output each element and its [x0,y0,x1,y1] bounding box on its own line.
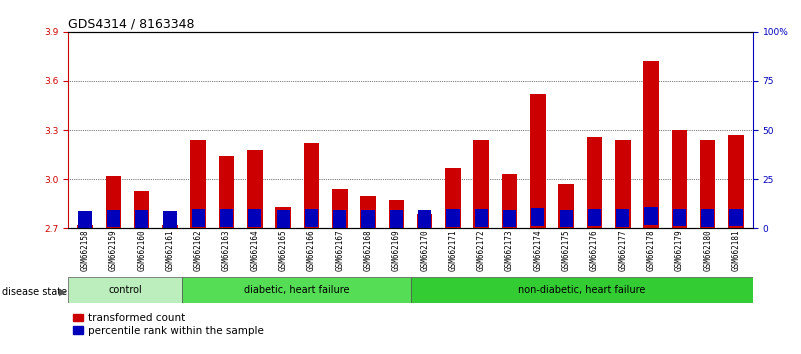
Text: GSM662166: GSM662166 [307,229,316,271]
Bar [728,135,744,228]
Bar [446,210,460,227]
Text: GSM662169: GSM662169 [392,229,400,271]
Bar [388,200,405,228]
Bar [473,140,489,228]
Bar [410,277,753,303]
Bar [673,209,686,226]
Text: non-diabetic, heart failure: non-diabetic, heart failure [518,285,646,295]
Text: GSM662173: GSM662173 [505,229,514,271]
Text: GSM662162: GSM662162 [194,229,203,271]
Bar [700,140,715,228]
Bar [68,277,182,303]
Bar [418,210,431,228]
Bar [616,209,630,227]
Text: GSM662175: GSM662175 [562,229,570,271]
Bar [360,195,376,228]
Bar [530,94,545,228]
Bar [332,189,348,228]
Bar [305,209,318,227]
Bar [615,140,630,228]
Bar [558,184,574,228]
Text: GSM662177: GSM662177 [618,229,627,271]
Bar [588,209,601,227]
Bar [162,225,178,228]
Legend: transformed count, percentile rank within the sample: transformed count, percentile rank withi… [74,313,264,336]
Bar [276,207,291,228]
Bar [645,207,658,225]
Bar [445,168,461,228]
Text: GSM662167: GSM662167 [336,229,344,271]
Bar [701,209,714,227]
Text: GSM662176: GSM662176 [590,229,599,271]
Bar [191,209,205,227]
Bar [503,210,516,227]
Text: GSM662168: GSM662168 [364,229,372,271]
Bar [191,140,206,228]
Text: GSM662180: GSM662180 [703,229,712,271]
Text: GDS4314 / 8163348: GDS4314 / 8163348 [68,18,195,31]
Text: diabetic, heart failure: diabetic, heart failure [244,285,349,295]
Bar [247,150,263,228]
Bar [248,209,261,227]
Bar [586,137,602,228]
Text: GSM662165: GSM662165 [279,229,288,271]
Bar [107,210,120,227]
Bar [417,213,433,228]
Text: GSM662178: GSM662178 [646,229,655,271]
Bar [135,210,148,228]
Bar [77,225,93,228]
Bar [671,130,687,228]
Bar [182,277,410,303]
Text: ▶: ▶ [58,287,66,297]
Text: GSM662163: GSM662163 [222,229,231,271]
Bar [730,209,743,227]
Text: GSM662159: GSM662159 [109,229,118,271]
Text: GSM662160: GSM662160 [137,229,146,271]
Text: disease state: disease state [2,287,67,297]
Text: GSM662171: GSM662171 [449,229,457,271]
Text: GSM662158: GSM662158 [81,229,90,271]
Bar [78,211,91,228]
Text: control: control [108,285,142,295]
Bar [333,210,346,228]
Bar [643,61,659,228]
Text: GSM662161: GSM662161 [166,229,175,271]
Bar [219,156,235,228]
Bar [475,209,488,227]
Text: GSM662170: GSM662170 [421,229,429,271]
Bar [304,143,320,228]
Bar [220,209,233,227]
Bar [361,210,375,228]
Text: GSM662179: GSM662179 [675,229,684,271]
Bar [560,210,573,228]
Bar [390,210,403,228]
Text: GSM662172: GSM662172 [477,229,485,271]
Bar [276,210,290,228]
Bar [501,174,517,228]
Text: GSM662164: GSM662164 [251,229,260,271]
Bar [163,211,176,228]
Bar [531,208,545,225]
Bar [134,191,150,228]
Bar [106,176,121,228]
Text: GSM662174: GSM662174 [533,229,542,271]
Text: GSM662181: GSM662181 [731,229,740,271]
